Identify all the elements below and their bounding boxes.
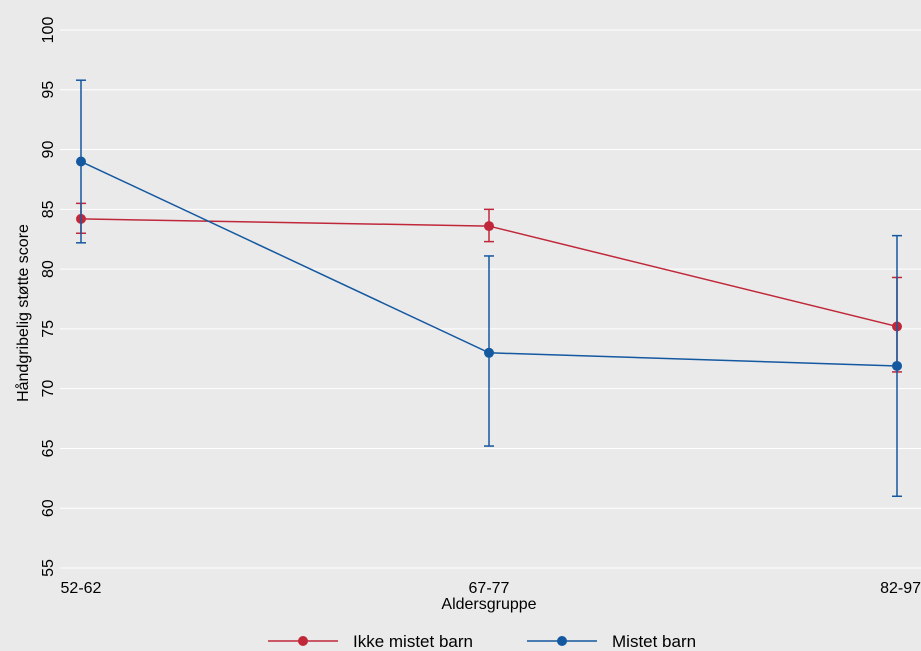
y-tick-label: 75: [40, 320, 57, 338]
y-axis-title: Håndgribelig støtte score: [14, 224, 32, 402]
data-point: [484, 221, 494, 232]
y-tick-label: 70: [40, 380, 57, 398]
grid-lines: [60, 29, 921, 569]
y-tick-label: 90: [40, 141, 57, 159]
data-point: [892, 360, 902, 371]
legend-marker: [557, 636, 567, 646]
y-tick-label: 65: [40, 439, 57, 457]
x-tick-label: 67-77: [469, 580, 510, 597]
legend-label: Ikke mistet barn: [353, 632, 473, 651]
x-axis-title: Aldersgruppe: [441, 596, 536, 613]
y-tick-label: 60: [40, 499, 57, 517]
legend-marker: [298, 636, 308, 646]
y-tick-label: 85: [40, 200, 57, 218]
x-tick-label: 82-97: [880, 580, 921, 597]
x-tick-labels: 52-62 67-77 82-97: [61, 580, 921, 597]
x-tick-label: 52-62: [61, 580, 102, 597]
y-tick-label: 80: [40, 260, 57, 278]
series-group: [76, 79, 902, 498]
data-point: [76, 156, 86, 167]
y-tick-label: 55: [40, 559, 57, 577]
legend: Ikke mistet barn Mistet barn: [268, 632, 696, 651]
series-1: [76, 79, 902, 498]
data-point: [484, 347, 494, 358]
legend-label: Mistet barn: [612, 632, 696, 651]
y-tick-label: 95: [40, 81, 57, 99]
y-tick-labels: 55 60 65 70 75 80 85 90 95 100: [40, 17, 57, 577]
y-tick-label: 100: [40, 17, 57, 44]
